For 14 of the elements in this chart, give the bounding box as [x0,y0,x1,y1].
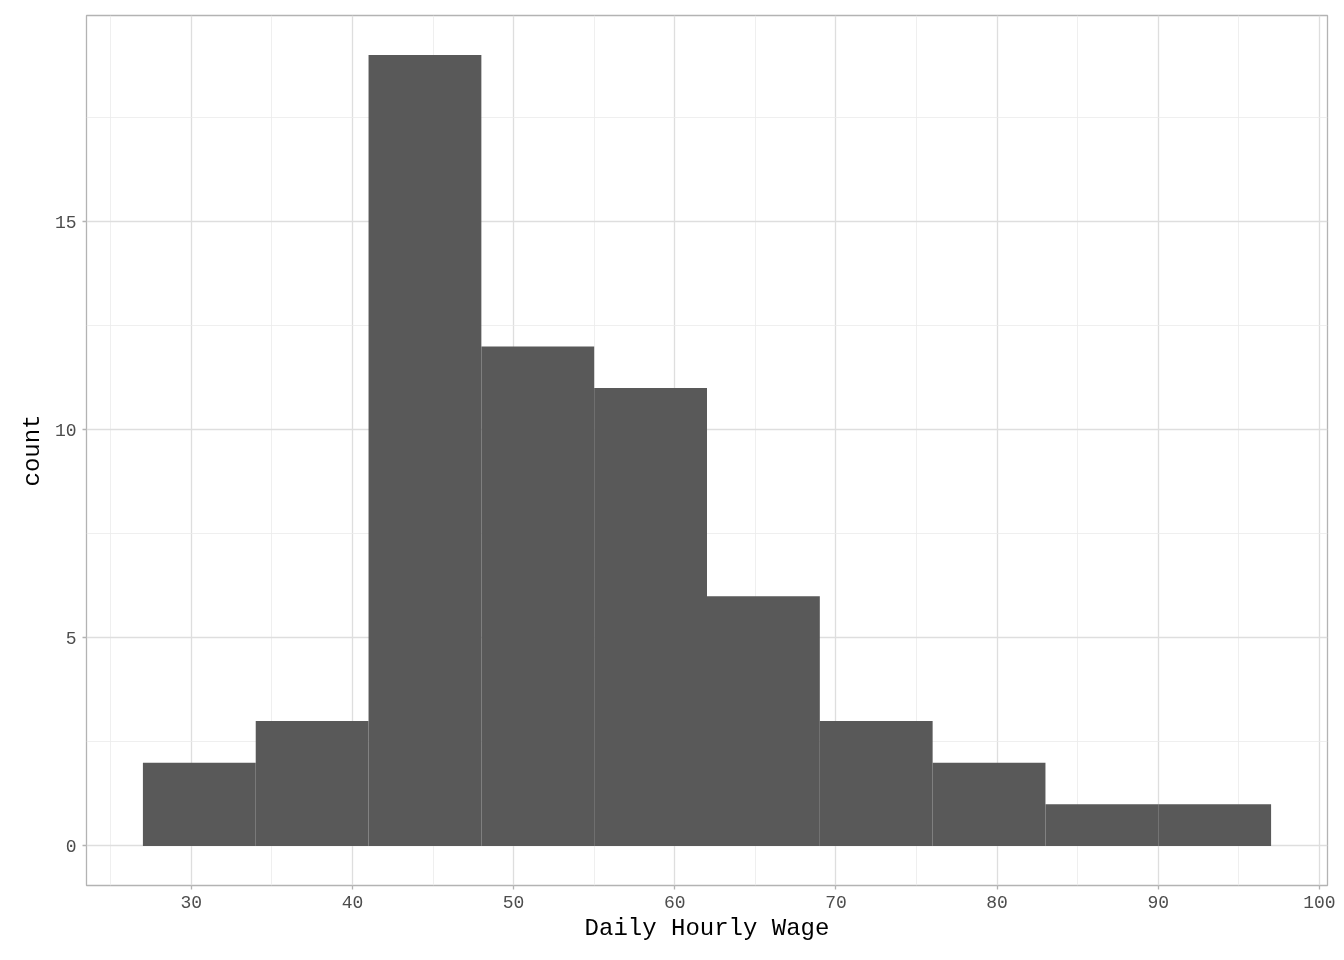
y-tick-label: 10 [54,420,77,441]
x-tick-label: 80 [986,892,1008,913]
x-tick-label: 60 [663,892,686,913]
y-tick-label: 5 [65,628,77,649]
x-tick-label: 50 [502,892,525,913]
x-tick-label: 100 [1303,892,1336,913]
x-tick-label: 90 [1147,892,1170,913]
y-tick-label: 15 [54,212,77,233]
y-axis-title: count [18,414,46,487]
y-tick-label: 0 [65,836,77,857]
x-tick-label: 40 [341,892,364,913]
x-tick-label: 30 [180,892,203,913]
x-axis-title: Daily Hourly Wage [584,914,830,942]
x-tick-label: 70 [825,892,847,913]
